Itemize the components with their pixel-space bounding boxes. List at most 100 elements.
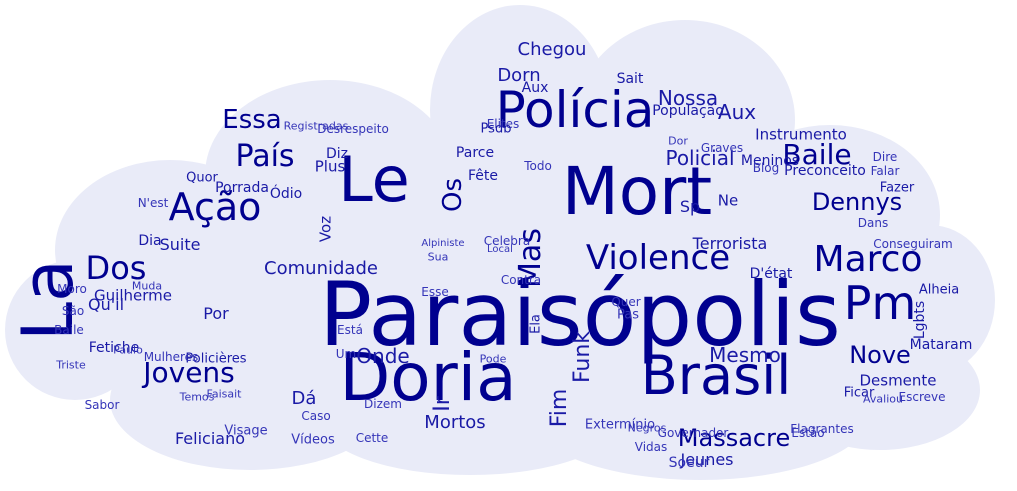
cloud-word: Qu'il (87, 295, 125, 314)
cloud-word: Brasil (640, 344, 792, 407)
cloud-word: Essa (222, 105, 282, 135)
cloud-word: Lgbts (912, 300, 928, 340)
cloud-word: População (652, 103, 724, 119)
cloud-word: Psdb (480, 121, 512, 137)
cloud-word: Onde (356, 344, 410, 368)
cloud-word: Um (335, 347, 357, 361)
cloud-word: Desmente (859, 371, 937, 390)
cloud-word: Terrorista (692, 234, 768, 253)
cloud-word: Parce (455, 145, 495, 161)
cloud-word: Sua (427, 250, 449, 264)
cloud-word: Fazer (879, 180, 915, 196)
cloud-word: Blog (752, 161, 780, 175)
cloud-word: Baile (782, 138, 852, 171)
cloud-word: Registradas (283, 119, 349, 133)
cloud-word: Fête (467, 168, 499, 184)
cloud-word: Soeur (668, 455, 710, 471)
cloud-word: Dos (85, 249, 147, 287)
cloud-word: Quor (186, 170, 218, 186)
cloud-word: Paulo (113, 343, 143, 357)
cloud-word: Ela (528, 314, 544, 334)
cloud-word: Cette (355, 431, 389, 445)
cloud-word: Dans (857, 216, 889, 230)
cloud-word: Jovens (143, 356, 235, 389)
cloud-word: Por (203, 304, 229, 323)
cloud-word: Está (337, 323, 363, 337)
cloud-word: Fetiche (88, 340, 140, 356)
cloud-word: Triste (56, 358, 86, 372)
cloud-word: Porrada (215, 180, 269, 196)
cloud-word: Faisait (206, 387, 242, 401)
cloud-word: Escreve (898, 390, 946, 404)
cloud-word: Paraisópolis (319, 263, 841, 366)
cloud-word: N'est (137, 196, 169, 210)
cloud-word: Sabor (84, 398, 120, 412)
cloud-word: Dá (291, 388, 317, 409)
cloud-word: Os (438, 177, 468, 213)
cloud-word: Dia (138, 233, 162, 249)
cloud-word: Vidas (634, 440, 668, 454)
cloud-word: Vídeos (291, 432, 335, 448)
cloud-word: Elites (486, 117, 520, 131)
cloud-word: Policières (185, 351, 247, 367)
cloud-word: Alpiniste (421, 238, 465, 249)
cloud-word: Graves (700, 141, 744, 155)
cloud-word: Suite (159, 235, 201, 254)
cloud-word: Falar (870, 164, 900, 178)
cloud-word: Dorn (497, 65, 541, 86)
cloud-word: Desrespeito (317, 122, 389, 136)
cloud-word: Moro (57, 282, 87, 296)
cloud-word: Guilherme (94, 286, 172, 305)
cloud-word: Aux (717, 100, 757, 124)
cloud-word: D'état (749, 266, 793, 282)
cloud-word: Voz (316, 215, 335, 243)
cloud-word: Mulheres (143, 350, 199, 364)
cloud-word: Comunidade (264, 258, 378, 279)
cloud-word: Governador (657, 426, 729, 440)
cloud-word: Extermínio (584, 417, 656, 433)
cloud-word: Ódio (269, 186, 303, 202)
cloud-word: Dennys (811, 188, 903, 216)
cloud-word: Marco (813, 239, 923, 280)
cloud-word: Nossa (657, 86, 719, 110)
cloud-word: Alheia (918, 282, 960, 298)
cloud-word: Baile (54, 323, 84, 337)
cloud-word: Mesmo (709, 343, 781, 367)
cloud-word: Ir (430, 396, 455, 412)
cloud-word: Chegou (517, 39, 587, 60)
cloud-word: Plus (314, 157, 346, 176)
cloud-word: Instrumento (755, 125, 847, 144)
cloud-word: Mortos (424, 412, 486, 433)
cloud-word: Aux (521, 80, 549, 96)
cloud-word: Ficar (843, 385, 875, 401)
cloud-word: Flagrantes (790, 422, 854, 436)
cloud-word: Mataram (909, 337, 973, 353)
cloud-word: Pm (843, 276, 917, 330)
cloud-word: Jeunes (680, 450, 734, 469)
cloud-word: Le (338, 143, 410, 216)
cloud-word: Estão (791, 426, 825, 440)
cloud-word: Policial (665, 146, 735, 170)
cloud-word: Dire (872, 150, 898, 164)
cloud-word: Pode (479, 352, 507, 366)
cloud-word: Dor (668, 134, 688, 148)
cloud-word: Avaliou (863, 392, 903, 406)
cloud-word: Visage (224, 423, 268, 439)
cloud-word: Meninos (740, 153, 800, 169)
cloud-word: Sp (679, 197, 701, 216)
cloud-word: Contra (500, 273, 542, 287)
cloud-word: Sait (616, 71, 644, 87)
cloud-word: Conseguiram (873, 237, 953, 251)
cloud-word: Quer (611, 295, 641, 309)
cloud-word: Celebra (483, 234, 531, 248)
cloud-word: Pas (617, 307, 639, 323)
cloud-word: Esse (421, 285, 449, 299)
cloud-word: Nove (849, 341, 911, 369)
cloud-word: Polícia (495, 81, 655, 139)
cloud-word: Temos (179, 390, 215, 404)
cloud-word: Massacre (677, 424, 791, 452)
cloud-word: Feliciano (174, 429, 246, 448)
cloud-word: Doria (339, 339, 517, 416)
